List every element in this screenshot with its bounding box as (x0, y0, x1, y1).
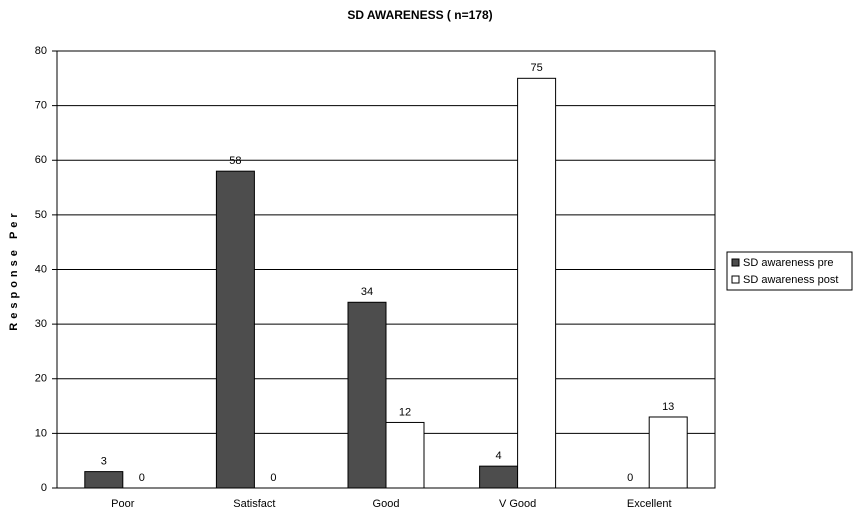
x-tick-label: Good (373, 498, 400, 510)
legend-box (726, 251, 853, 291)
value-label: 13 (662, 401, 674, 413)
chart-title: SD AWARENESS ( n=178) (347, 8, 492, 22)
y-axis-label: Response Per (8, 209, 20, 330)
y-tick-label: 70 (35, 100, 47, 112)
y-tick-label: 60 (35, 154, 47, 166)
y-tick-label: 10 (35, 427, 47, 439)
y-tick-label: 30 (35, 318, 47, 330)
x-tick-label: Satisfact (233, 498, 275, 510)
legend-label: SD awareness post (743, 274, 838, 286)
legend-swatch (731, 275, 740, 284)
bar (648, 416, 688, 489)
value-label: 0 (270, 472, 276, 484)
bar (215, 170, 255, 489)
legend-label: SD awareness pre (743, 257, 834, 269)
bar (347, 301, 387, 489)
x-tick-label: V Good (499, 498, 536, 510)
bar (479, 465, 519, 489)
y-tick-label: 50 (35, 209, 47, 221)
legend-swatch (731, 258, 740, 267)
value-label: 3 (101, 456, 107, 468)
y-tick-label: 40 (35, 263, 47, 275)
bar (84, 471, 124, 489)
bar (385, 421, 425, 489)
value-label: 0 (627, 472, 633, 484)
value-label: 58 (229, 155, 241, 167)
y-tick-label: 80 (35, 45, 47, 57)
value-label: 34 (361, 286, 373, 298)
value-label: 75 (530, 62, 542, 74)
y-tick-label: 0 (41, 482, 47, 494)
value-label: 4 (496, 450, 502, 462)
y-tick-label: 20 (35, 373, 47, 385)
bar (517, 77, 557, 489)
x-tick-label: Excellent (627, 498, 672, 510)
x-tick-label: Poor (111, 498, 135, 510)
value-label: 0 (139, 472, 145, 484)
value-label: 12 (399, 406, 411, 418)
